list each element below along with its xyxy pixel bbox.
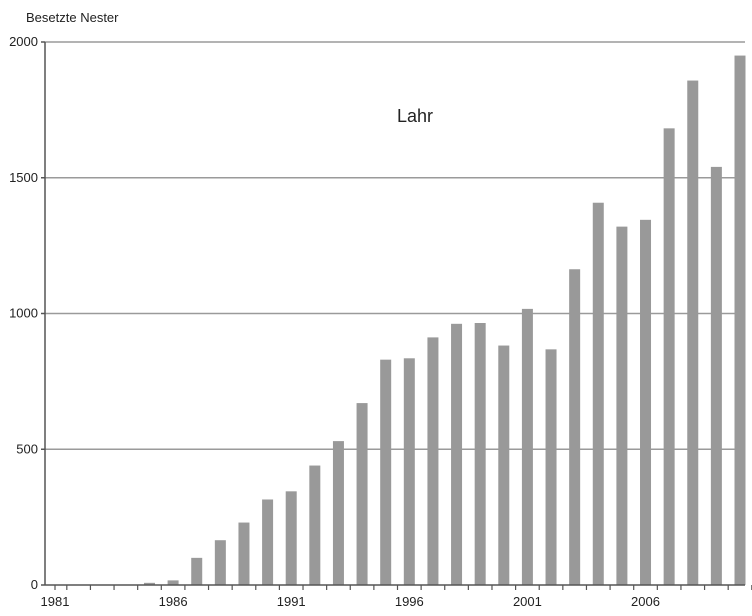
bar-2001	[521, 308, 533, 585]
bar-1999	[474, 323, 486, 585]
bar-1986	[167, 580, 179, 585]
bar-2003	[569, 269, 581, 585]
bar-1985	[143, 582, 155, 585]
bar-2004	[592, 202, 604, 585]
bar-2006	[640, 219, 652, 585]
y-tick-label: 0	[31, 577, 38, 592]
y-tick-label: 500	[16, 441, 38, 456]
bars	[143, 55, 746, 585]
bar-2000	[498, 345, 510, 585]
x-tick-label: 2001	[513, 594, 542, 609]
y-tick-label: 1500	[9, 170, 38, 185]
x-tick-label: 1986	[159, 594, 188, 609]
bar-1996	[403, 358, 415, 585]
x-tick-label: 1996	[395, 594, 424, 609]
bar-1990	[262, 499, 274, 585]
x-axis: 1981 1986 1991 1996 2001 2006	[41, 42, 752, 609]
bar-1998	[451, 323, 463, 585]
bar-2008	[687, 80, 699, 585]
bar-2002	[545, 349, 557, 585]
bar-2005	[616, 226, 628, 585]
bar-1987	[191, 557, 203, 585]
bar-1991	[285, 491, 297, 585]
y-axis-label: Besetzte Nester	[26, 10, 119, 25]
y-axis-ticks: 0 500 1000 1500 2000	[9, 34, 45, 592]
bar-1994	[356, 403, 368, 585]
x-tick-label: 1981	[41, 594, 70, 609]
x-tick-label: 2006	[631, 594, 660, 609]
bar-1997	[427, 337, 439, 585]
bar-1995	[380, 359, 392, 585]
gridlines	[45, 41, 745, 450]
chart-annotation: Lahr	[397, 106, 433, 126]
x-tick-label: 1991	[277, 594, 306, 609]
bar-2010	[734, 55, 746, 585]
y-tick-label: 1000	[9, 306, 38, 321]
bar-1988	[214, 540, 226, 585]
bar-1993	[332, 441, 344, 585]
y-tick-label: 2000	[9, 34, 38, 49]
bar-2007	[663, 128, 675, 585]
bar-1992	[309, 465, 321, 585]
bar-1989	[238, 522, 250, 585]
bar-2009	[710, 166, 722, 585]
